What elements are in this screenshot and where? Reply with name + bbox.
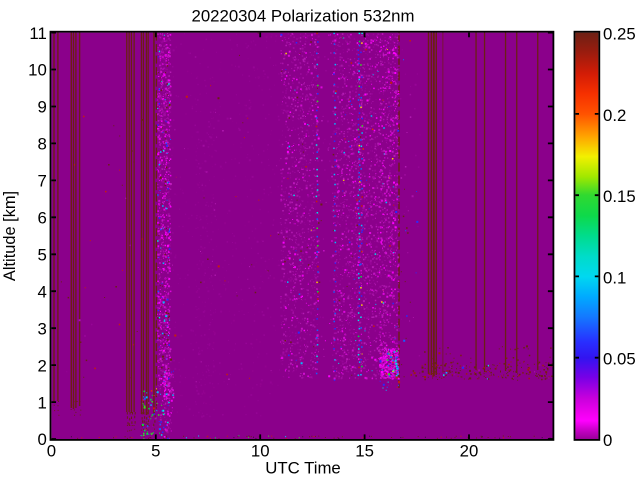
svg-text:6: 6 <box>37 209 46 228</box>
svg-text:5: 5 <box>37 246 46 265</box>
svg-text:1: 1 <box>37 393 46 412</box>
svg-text:8: 8 <box>37 135 46 154</box>
svg-text:10: 10 <box>28 61 47 80</box>
svg-text:10: 10 <box>251 441 270 460</box>
svg-text:0: 0 <box>47 441 56 460</box>
svg-text:0: 0 <box>603 431 612 450</box>
svg-text:11: 11 <box>29 24 46 43</box>
svg-text:7: 7 <box>37 172 46 191</box>
svg-text:0.1: 0.1 <box>603 268 626 287</box>
svg-text:0.25: 0.25 <box>603 25 636 44</box>
svg-text:0.2: 0.2 <box>603 106 626 125</box>
svg-text:15: 15 <box>355 441 374 460</box>
svg-text:2: 2 <box>37 356 46 375</box>
svg-text:UTC Time: UTC Time <box>265 459 341 478</box>
svg-text:0.05: 0.05 <box>603 350 636 369</box>
svg-text:20: 20 <box>460 441 479 460</box>
svg-text:0: 0 <box>37 430 46 449</box>
svg-text:9: 9 <box>37 98 46 117</box>
svg-text:0.15: 0.15 <box>603 187 636 206</box>
svg-text:20220304 Polarization 532nm: 20220304 Polarization 532nm <box>192 7 415 26</box>
svg-text:5: 5 <box>151 441 160 460</box>
svg-text:Altitude [km]: Altitude [km] <box>1 191 19 281</box>
svg-text:4: 4 <box>37 282 46 301</box>
svg-text:3: 3 <box>37 319 46 338</box>
